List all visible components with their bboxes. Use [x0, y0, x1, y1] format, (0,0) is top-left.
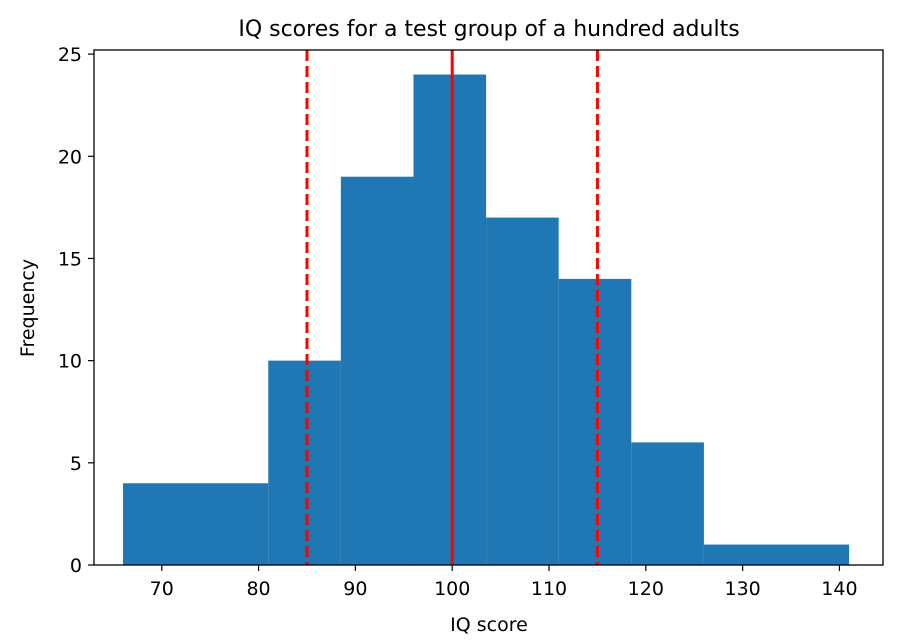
bars-layer: [123, 74, 850, 566]
x-tick-label: 70: [150, 578, 174, 600]
histogram-bar-3: [340, 176, 414, 565]
y-tick-label: 20: [58, 146, 82, 168]
plot-frame: [93, 49, 884, 566]
y-tick-label: 10: [58, 351, 82, 373]
y-tick-label: 5: [70, 453, 82, 475]
histogram-bar-2: [268, 360, 341, 565]
y-axis: 0 5 10 15 20 25: [58, 44, 94, 577]
histogram-bar-7: [631, 442, 704, 565]
x-tick-label: 100: [434, 578, 470, 600]
x-tick-label: 140: [821, 578, 857, 600]
histogram-bar-1: [123, 483, 269, 565]
y-tick-label: 0: [70, 555, 82, 577]
chart-title: IQ scores for a test group of a hundred …: [238, 17, 739, 42]
x-tick-label: 80: [246, 578, 270, 600]
x-tick-label: 120: [628, 578, 664, 600]
histogram-bar-5: [486, 217, 559, 566]
y-tick-label: 25: [58, 44, 82, 66]
y-axis-title: Frequency: [17, 259, 39, 357]
y-tick-label: 15: [58, 248, 82, 270]
x-axis: 70 80 90 100 110 120 130 140: [150, 565, 858, 600]
x-tick-label: 130: [724, 578, 760, 600]
histogram-bar-4: [413, 74, 487, 566]
histogram-bar-8: [703, 544, 850, 565]
x-tick-label: 110: [531, 578, 567, 600]
reference-lines-layer: [305, 50, 599, 565]
x-axis-title: IQ score: [450, 614, 528, 636]
histogram-bar-6: [558, 278, 632, 565]
x-tick-label: 90: [343, 578, 367, 600]
